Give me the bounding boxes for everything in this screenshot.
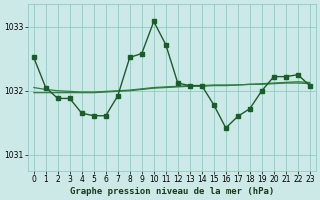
X-axis label: Graphe pression niveau de la mer (hPa): Graphe pression niveau de la mer (hPa) (70, 187, 274, 196)
